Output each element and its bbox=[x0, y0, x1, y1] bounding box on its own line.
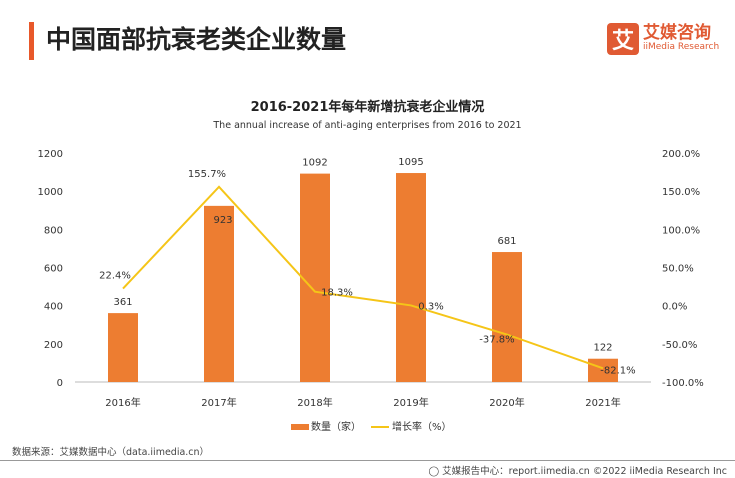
growth-line bbox=[122, 185, 604, 370]
data-source: 数据来源：艾媒数据中心（data.iimedia.cn） bbox=[12, 447, 210, 458]
right-axis-tick: 0.0% bbox=[662, 302, 687, 313]
logo-en: iiMedia Research bbox=[643, 42, 720, 53]
left-axis-tick: 400 bbox=[44, 302, 63, 313]
bar-value-label: 1095 bbox=[398, 157, 423, 168]
chart-subtitle: The annual increase of anti-aging enterp… bbox=[213, 120, 522, 131]
logo-mark: 艾 bbox=[607, 23, 639, 55]
right-axis-tick: -50.0% bbox=[662, 340, 697, 351]
right-axis-tick: 100.0% bbox=[662, 225, 700, 236]
legend-bar-swatch bbox=[291, 424, 309, 430]
x-axis-tick: 2021年 bbox=[585, 396, 620, 409]
bar-value-label: 923 bbox=[213, 215, 232, 226]
x-axis-tick: 2016年 bbox=[105, 396, 140, 409]
logo-cn: 艾媒咨询 bbox=[643, 23, 711, 44]
title-accent-bar bbox=[29, 22, 34, 60]
right-axis-tick: 200.0% bbox=[662, 149, 700, 160]
footer-copyright: ◯ 艾媒报告中心：report.iimedia.cn ©2022 iiMedia… bbox=[428, 466, 727, 477]
bar bbox=[588, 358, 618, 382]
left-axis-tick: 200 bbox=[44, 340, 63, 351]
logo: 艾 艾媒咨询 iiMedia Research bbox=[607, 23, 719, 55]
legend-bar-label: 数量（家） bbox=[311, 420, 361, 433]
line-value-label: -37.8% bbox=[479, 335, 514, 346]
bar-value-label: 361 bbox=[113, 297, 132, 308]
x-axis-tick: 2018年 bbox=[297, 396, 332, 409]
bar bbox=[204, 205, 234, 382]
line-value-label: 155.7% bbox=[188, 169, 226, 180]
bar bbox=[492, 252, 522, 382]
left-axis-tick: 1000 bbox=[38, 187, 63, 198]
right-axis-tick: 150.0% bbox=[662, 187, 700, 198]
bar bbox=[108, 313, 138, 382]
copyright-text: 艾媒报告中心：report.iimedia.cn ©2022 iiMedia R… bbox=[442, 466, 727, 477]
left-axis-tick: 0 bbox=[57, 378, 63, 389]
bar bbox=[396, 173, 426, 382]
footer-divider bbox=[0, 460, 735, 461]
legend-line-label: 增长率（%） bbox=[392, 420, 452, 433]
line-value-label: 18.3% bbox=[321, 288, 353, 299]
x-axis-tick: 2020年 bbox=[489, 396, 524, 409]
line-value-label: 22.4% bbox=[99, 271, 131, 282]
bar-value-label: 1092 bbox=[302, 158, 327, 169]
right-axis-tick: 50.0% bbox=[662, 264, 694, 275]
chart-title: 2016-2021年每年新增抗衰老企业情况 bbox=[250, 100, 485, 115]
page-title: 中国面部抗衰老类企业数量 bbox=[46, 25, 347, 54]
bar bbox=[300, 173, 330, 382]
line-value-label: 0.3% bbox=[418, 301, 443, 312]
bar-value-label: 681 bbox=[497, 236, 516, 247]
left-axis-tick: 800 bbox=[44, 225, 63, 236]
bar-value-label: 122 bbox=[593, 343, 612, 354]
left-axis-tick: 600 bbox=[44, 264, 63, 275]
x-axis-tick: 2017年 bbox=[201, 396, 236, 409]
left-axis-tick: 1200 bbox=[38, 149, 63, 160]
x-axis-tick: 2019年 bbox=[393, 396, 428, 409]
chart: 0 200 400 600 800 1000 1200 -100.0% -50.0% 0.0% 50… bbox=[38, 149, 704, 433]
right-axis-tick: -100.0% bbox=[662, 378, 704, 389]
line-value-label: -82.1% bbox=[600, 365, 635, 376]
